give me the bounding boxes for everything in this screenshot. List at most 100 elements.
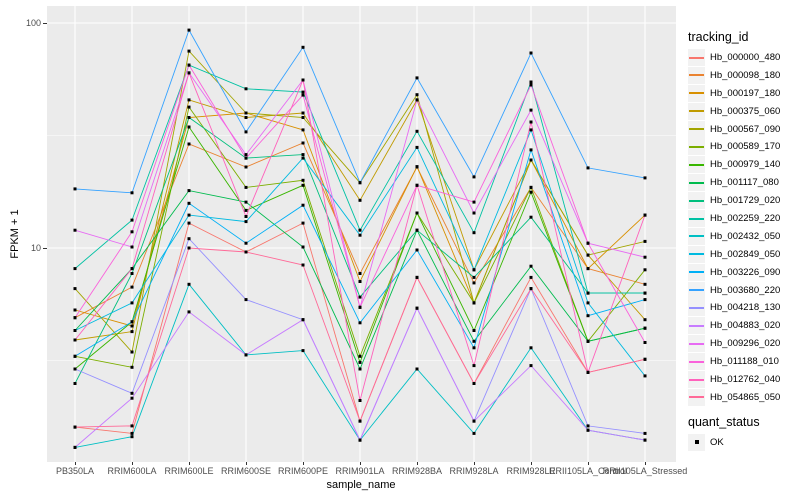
x-tick-label-PB350LA: PB350LA [55,466,95,476]
data-point-marker [415,145,419,149]
series-points-Hb_002849_050 [73,128,647,378]
legend-item-Hb_000000_480: Hb_000000_480 [688,49,800,66]
data-point-marker [472,231,476,235]
data-point-marker [130,350,134,354]
data-point-marker [358,228,362,232]
data-point-marker [130,218,134,222]
data-point-marker [73,316,77,320]
legend-item-label: Hb_000589_170 [710,141,781,153]
data-point-marker [130,301,134,305]
data-point-marker [586,424,590,428]
legend-key [688,138,705,156]
legend-item-label: Hb_002259_220 [710,213,781,225]
legend-item-label: Hb_003226_090 [710,266,781,278]
data-point-marker [472,211,476,215]
data-point-marker [301,349,305,353]
legend-key [688,49,705,66]
data-point-marker [472,301,476,305]
data-point-marker [73,338,77,342]
data-point-marker [358,280,362,283]
data-point-marker [130,191,134,195]
data-point-marker [472,431,476,435]
data-point-marker [301,203,305,207]
x-tick-mark [189,462,190,465]
x-tick-label-RRII105LA_Control: RRII105LA_Control [548,466,628,476]
data-point-marker [130,330,134,334]
data-point-marker [73,267,77,271]
legend-item-Hb_003226_090: Hb_003226_090 [688,263,800,281]
legend-item-label: Hb_002849_050 [710,248,781,260]
data-point-marker [415,228,419,232]
legend-item-label: Hb_000375_060 [710,105,781,117]
data-point-marker [358,233,362,237]
data-point-marker [244,116,248,119]
data-point-marker [643,176,647,180]
data-point-marker [187,71,191,75]
data-point-marker [586,241,590,245]
y-tick-mark [43,23,47,24]
data-point-marker [415,98,419,102]
data-point-marker [73,228,77,232]
data-point-marker [73,187,77,191]
legend-line-swatch-icon [689,217,704,220]
legend-line-swatch-icon [689,271,704,274]
legend-line-swatch-icon [689,306,704,309]
legend-key [688,281,705,299]
data-point-marker [415,183,419,187]
data-point-marker [73,367,77,371]
y-tick-mark [43,248,47,249]
data-point-marker [73,425,77,429]
plot-panel [47,6,676,462]
legend-key [688,227,705,245]
series-points-Hb_003226_090 [73,148,647,358]
data-point-marker [301,45,305,49]
legend-key [688,84,705,102]
data-point-marker [130,324,134,328]
data-point-marker [187,98,191,102]
legend-item-list: Hb_000000_480 Hb_000098_180 Hb_000197_180 H… [688,49,800,406]
data-point-marker [586,253,590,257]
data-point-marker [586,428,590,432]
data-point-marker [643,357,647,361]
data-point-marker [586,339,590,343]
data-point-marker [130,365,134,369]
legend-line-swatch-icon [689,181,704,184]
data-point-marker [586,370,590,374]
data-point-marker [187,213,191,217]
data-point-marker [244,241,248,245]
data-point-marker [358,399,362,402]
black-square-marker-icon [694,440,699,445]
data-point-marker [415,76,419,80]
legend-item-ok: OK [688,433,800,451]
legend-item-label: Hb_004218_130 [710,302,781,314]
legend-key [688,335,705,353]
data-point-marker [643,291,647,295]
legend-line-swatch-icon [689,110,704,113]
data-point-marker [73,382,77,385]
plot-canvas [47,6,676,462]
legend-key [688,102,705,120]
legend-item-Hb_004883_020: Hb_004883_020 [688,317,800,335]
legend-line-swatch-icon [689,342,704,345]
x-tick-label-RRIM600PE: RRIM600PE [277,466,329,476]
data-point-marker [586,301,590,305]
data-point-marker [187,105,191,109]
data-point-marker [187,125,191,129]
data-point-marker [301,178,305,182]
x-tick-label-RRIM928BA: RRIM928BA [391,466,443,476]
data-point-marker [529,51,533,55]
legend-item-label: Hb_004883_020 [710,320,781,332]
x-tick-mark [531,462,532,465]
legend-item-Hb_012762_040: Hb_012762_040 [688,371,800,389]
legend-line-swatch-icon [689,360,704,363]
legend-line-swatch-icon [689,92,704,95]
data-point-marker [358,438,362,442]
data-point-marker [529,264,533,268]
data-point-marker [472,268,476,272]
legend-item-label: Hb_001729_020 [710,195,781,207]
data-point-marker [529,275,533,279]
data-point-marker [529,83,533,87]
legend-key [688,210,705,228]
data-point-marker [244,250,248,254]
